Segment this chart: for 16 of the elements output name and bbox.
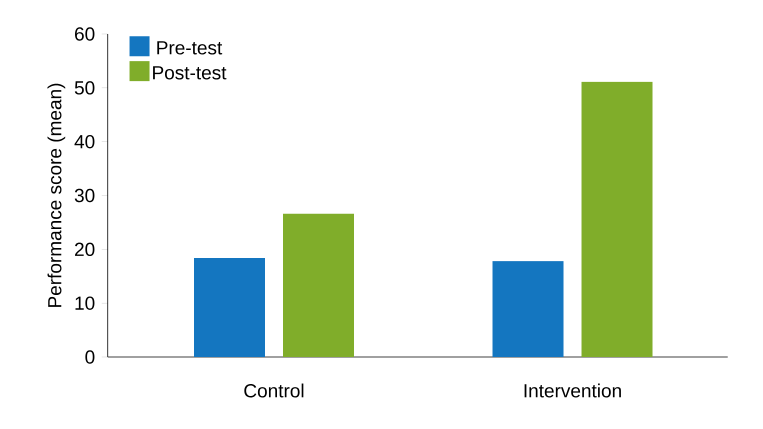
legend-label: Post-test	[153, 66, 226, 80]
y-tick-label: 30	[74, 188, 94, 202]
x-tick-label: Intervention	[524, 384, 621, 398]
y-tick-label: 20	[75, 242, 94, 256]
y-tick-label: 50	[74, 81, 94, 95]
y-tick-label: 10	[76, 296, 94, 310]
bar	[492, 261, 564, 357]
bar	[283, 214, 354, 357]
y-tick-label: 40	[74, 134, 94, 148]
x-tick-label: Control	[244, 384, 304, 398]
bar	[582, 82, 653, 357]
legend-label: Pre-test	[157, 41, 222, 54]
y-tick-label: 60	[75, 27, 94, 41]
bar	[194, 258, 265, 357]
y-axis-title: Performance score (mean)	[47, 84, 66, 307]
y-tick-label: 0	[85, 350, 94, 364]
